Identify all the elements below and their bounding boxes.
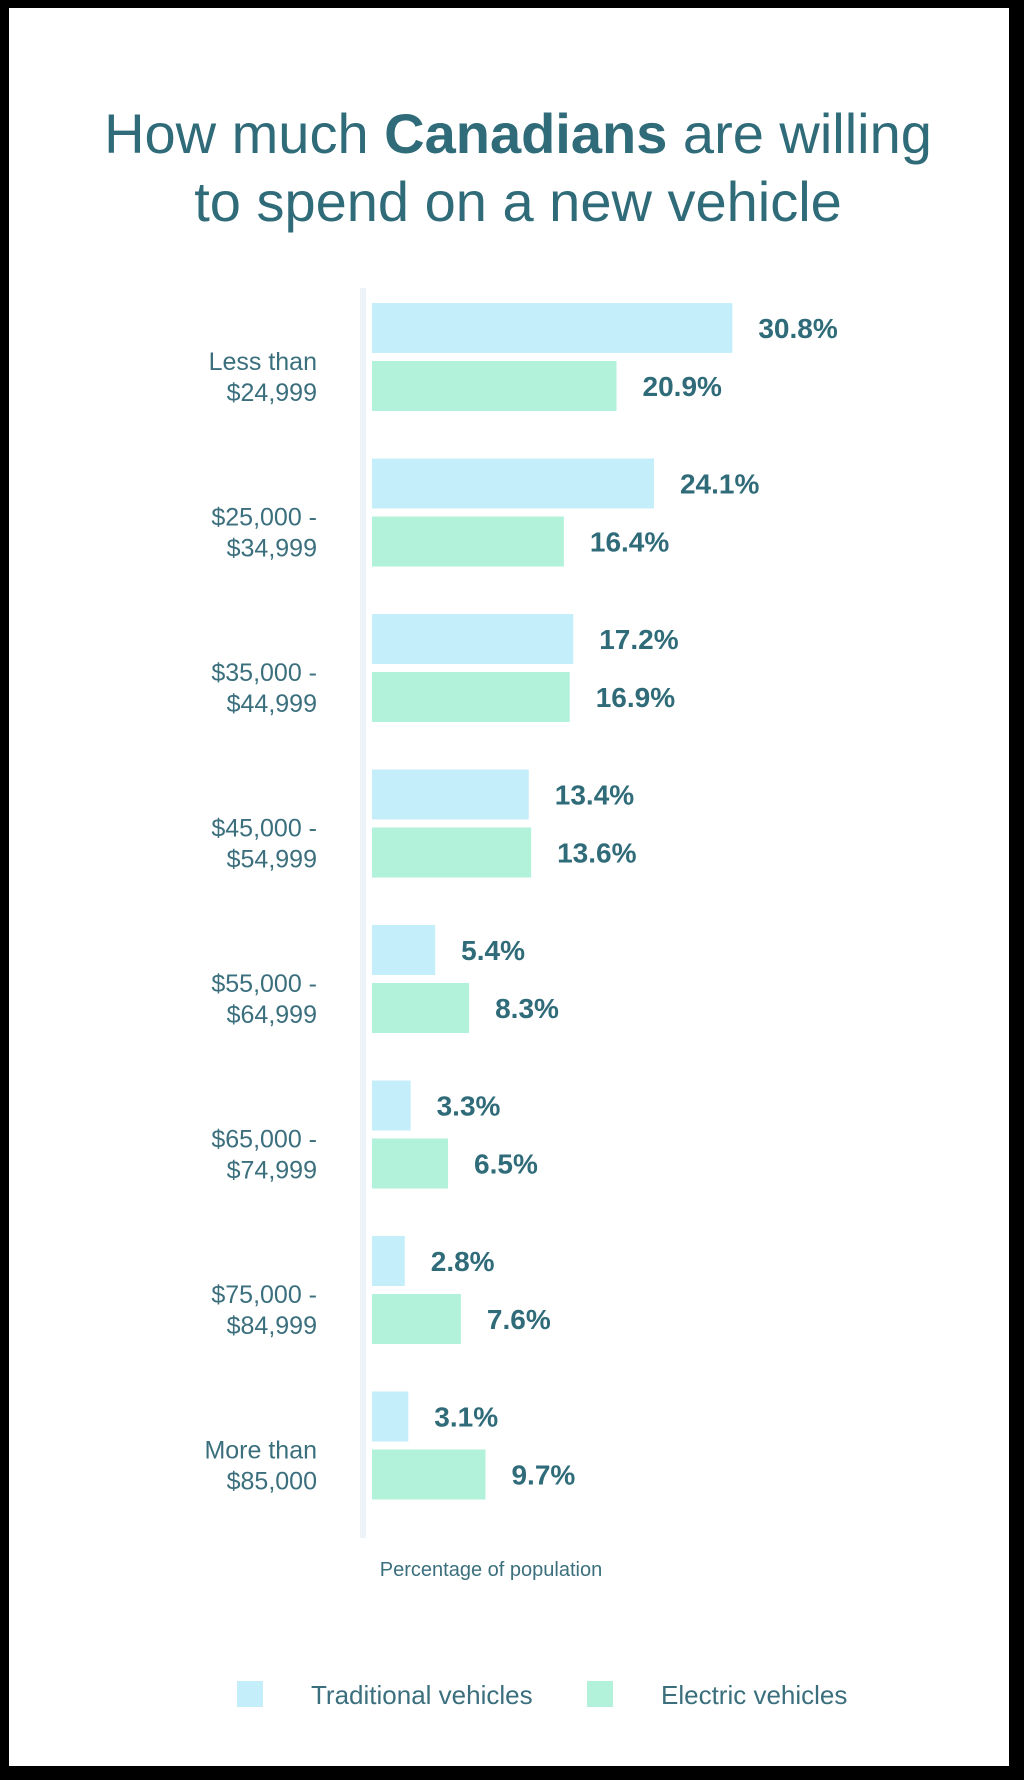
bar-electric	[372, 1294, 461, 1344]
category-label: Less than $24,999	[209, 348, 317, 407]
value-label-traditional: 3.1%	[434, 1402, 498, 1433]
bar-electric	[372, 672, 570, 722]
value-label-electric: 6.5%	[474, 1149, 538, 1180]
y-axis-line	[360, 288, 366, 1538]
category-label: $25,000 -$34,999	[211, 504, 317, 563]
legend-label-electric: Electric vehicles	[661, 1680, 847, 1710]
bar-traditional	[372, 303, 733, 353]
bar-electric	[372, 1449, 486, 1500]
legend-swatch-traditional	[237, 1681, 263, 1707]
bar-traditional	[372, 1236, 405, 1286]
value-label-electric: 16.9%	[596, 682, 675, 713]
value-label-traditional: 3.3%	[437, 1091, 501, 1122]
bar-electric	[372, 827, 532, 878]
value-label-electric: 8.3%	[495, 993, 559, 1024]
value-label-traditional: 5.4%	[461, 935, 525, 966]
title-pre: How much	[104, 102, 385, 165]
bar-electric	[372, 516, 564, 567]
title-line-2: to spend on a new vehicle	[194, 170, 842, 233]
value-label-electric: 20.9%	[643, 371, 722, 402]
bar-chart: Less than $24,999 30.8% 20.9% $25,000 -$34,9…	[204, 288, 847, 1710]
title-post: are willing	[667, 102, 932, 165]
legend-label-traditional: Traditional vehicles	[311, 1680, 533, 1710]
category-label: $35,000 -$44,999	[211, 659, 317, 718]
legend-swatch-electric	[587, 1681, 613, 1707]
title-bold: Canadians	[384, 102, 668, 165]
value-label-traditional: 17.2%	[599, 624, 678, 655]
value-label-electric: 9.7%	[511, 1460, 575, 1491]
x-axis-label: Percentage of population	[380, 1559, 602, 1581]
bar-traditional	[372, 925, 436, 975]
category-label: More than $85,000	[204, 1437, 317, 1496]
infographic-card: How much Canadians are willing to spend …	[9, 8, 1009, 1766]
bar-electric	[372, 1138, 449, 1189]
bar-traditional	[372, 1391, 409, 1442]
category-label: $65,000 -$74,999	[211, 1126, 317, 1185]
title-line-1: How much Canadians are willing	[9, 100, 1009, 168]
bar-traditional	[372, 458, 654, 509]
bar-traditional	[372, 769, 529, 820]
bar-electric	[372, 983, 470, 1033]
category-label: $75,000 -$84,999	[211, 1281, 317, 1340]
category-label: $55,000 -$64,999	[211, 970, 317, 1029]
value-label-electric: 16.4%	[590, 527, 669, 558]
value-label-traditional: 24.1%	[680, 469, 759, 500]
value-label-traditional: 13.4%	[555, 780, 634, 811]
category-label: $45,000 -$54,999	[211, 815, 317, 874]
value-label-electric: 7.6%	[487, 1304, 551, 1335]
value-label-traditional: 30.8%	[758, 313, 837, 344]
value-label-traditional: 2.8%	[431, 1246, 495, 1277]
chart-title: How much Canadians are willing to spend …	[9, 100, 1009, 236]
bar-electric	[372, 361, 617, 411]
bar-traditional	[372, 614, 574, 664]
value-label-electric: 13.6%	[557, 838, 636, 869]
bar-traditional	[372, 1080, 411, 1131]
